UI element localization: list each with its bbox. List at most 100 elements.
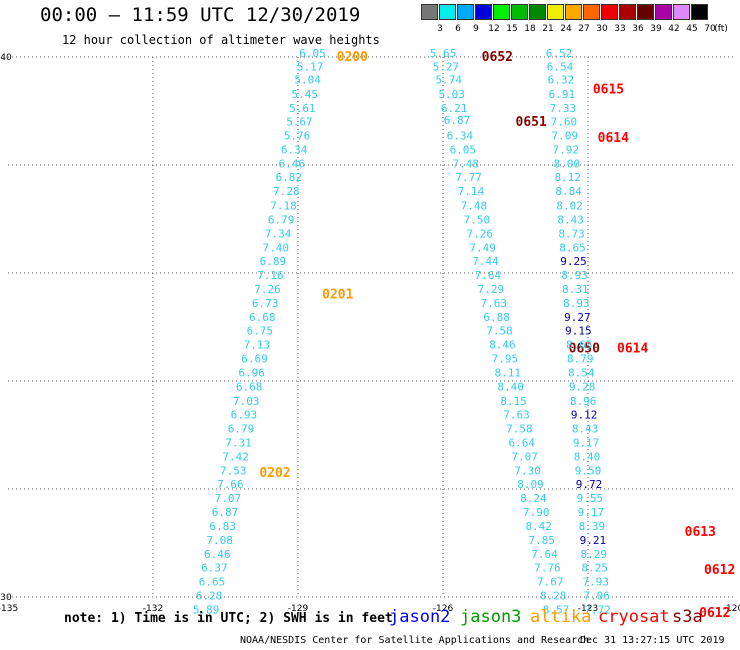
- wave-height-value: 7.50: [464, 213, 491, 226]
- colorbar-unit: (ft): [714, 24, 728, 34]
- wave-height-value: 6.93: [231, 408, 258, 421]
- colorbar-tick-label: 27: [578, 24, 590, 34]
- wave-height-value: 9.17: [573, 436, 600, 449]
- wave-height-value: 5.27: [433, 61, 460, 74]
- colorbar-swatch: [673, 4, 690, 20]
- wave-height-value: 7.40: [263, 241, 290, 254]
- colorbar-swatch: [547, 4, 564, 20]
- colorbar-tick-label: 24: [560, 24, 572, 34]
- wave-height-value: 8.54: [568, 367, 595, 380]
- pass-time-label: 0613: [685, 525, 716, 540]
- colorbar-tick-label: 39: [650, 24, 662, 34]
- wave-height-value: 6.54: [547, 61, 574, 74]
- pass-time-label: 0201: [322, 288, 353, 303]
- colorbar-tick-label: 45: [686, 24, 698, 34]
- x-tick-label: -123: [578, 604, 598, 614]
- wave-height-value: 8.29: [581, 548, 608, 561]
- wave-height-value: 6.64: [509, 436, 536, 449]
- wave-height-value: 5.89: [193, 604, 220, 617]
- x-tick-label: -132: [143, 604, 163, 614]
- wave-height-value: 7.93: [582, 576, 609, 589]
- colorbar-swatch: [619, 4, 636, 20]
- chart-title: 00:00 — 11:59 UTC 12/30/2019: [40, 4, 361, 26]
- pass-time-label: 0200: [337, 50, 368, 65]
- wave-height-value: 6.46: [204, 548, 231, 561]
- wave-height-value: 8.73: [558, 227, 585, 240]
- wave-height-value: 7.58: [506, 422, 533, 435]
- wave-height-value: 8.79: [567, 353, 594, 366]
- wave-height-value: 6.75: [247, 325, 274, 338]
- pass-time-label: 0614: [617, 342, 648, 357]
- wave-height-value: 8.40: [574, 450, 601, 463]
- wave-height-value: 8.43: [557, 213, 584, 226]
- wave-height-value: 8.65: [559, 241, 586, 254]
- wave-height-value: 6.37: [201, 562, 228, 575]
- wave-height-value: 8.96: [570, 395, 597, 408]
- x-tick-label: -126: [433, 604, 454, 614]
- wave-height-value: 7.90: [523, 506, 550, 519]
- x-tick-label: -129: [288, 604, 309, 614]
- satellite-legend-jason3: jason3: [460, 607, 522, 627]
- wave-height-value: 8.15: [500, 395, 527, 408]
- wave-height-value: 6.87: [212, 506, 239, 519]
- wave-height-value: 5.76: [284, 130, 311, 143]
- wave-height-value: 8.00: [553, 158, 580, 171]
- colorbar-tick-label: 6: [455, 24, 461, 34]
- wave-height-value: 6.91: [549, 88, 576, 101]
- wave-height-value: 7.16: [257, 269, 284, 282]
- colorbar-tick-label: 9: [473, 24, 479, 34]
- wave-height-value: 8.46: [489, 339, 516, 352]
- wave-height-value: 7.76: [534, 562, 561, 575]
- wave-height-value: 7.33: [550, 102, 577, 115]
- colorbar-swatch: [421, 4, 438, 20]
- wave-height-value: 6.68: [249, 311, 276, 324]
- wave-height-value: 7.07: [511, 450, 538, 463]
- colorbar-swatch: [439, 4, 456, 20]
- y-tick-label: 30: [0, 593, 12, 603]
- wave-height-value: 6.34: [447, 130, 474, 143]
- pass-time-label: 0614: [598, 131, 629, 146]
- wave-height-value: 7.42: [222, 450, 249, 463]
- wave-height-value: 8.31: [562, 283, 589, 296]
- wave-height-value: 8.25: [582, 562, 609, 575]
- wave-height-value: 6.88: [483, 311, 510, 324]
- wave-height-value: 7.77: [455, 171, 482, 184]
- wave-height-value: 5.67: [286, 116, 313, 129]
- wave-height-value: 5.03: [438, 88, 465, 101]
- wave-height-value: 6.21: [441, 102, 468, 115]
- pass-time-label: 0651: [516, 115, 547, 130]
- pass-time-label: 0202: [259, 466, 290, 481]
- wave-height-value: 6.87: [444, 114, 471, 127]
- wave-height-value: 7.53: [220, 464, 247, 477]
- wave-height-value: 7.09: [552, 130, 579, 143]
- wave-height-value: 5.61: [289, 102, 316, 115]
- wave-height-value: 5.17: [297, 61, 324, 74]
- colorbar-swatch: [493, 4, 510, 20]
- wave-height-value: 8.24: [520, 492, 547, 505]
- wave-height-value: 5.65: [430, 47, 457, 60]
- wave-height-value: 6.32: [548, 73, 575, 86]
- wave-height-value: 7.92: [553, 144, 580, 157]
- wave-height-value: 8.93: [561, 269, 588, 282]
- wave-height-value: 6.82: [276, 171, 303, 184]
- colorbar-tick-label: 21: [542, 24, 554, 34]
- wave-height-value: 6.79: [268, 213, 295, 226]
- colorbar-swatch: [601, 4, 618, 20]
- wave-height-value: 7.48: [461, 199, 488, 212]
- wave-height-value: 7.48: [452, 158, 479, 171]
- wave-height-value: 7.64: [475, 269, 502, 282]
- wave-height-value: 8.39: [579, 520, 606, 533]
- wave-height-value: 7.08: [206, 534, 233, 547]
- colorbar-tick-label: 18: [524, 24, 536, 34]
- wave-height-value: 9.50: [575, 464, 602, 477]
- colorbar-swatch: [565, 4, 582, 20]
- wave-height-value: 6.46: [278, 158, 305, 171]
- wave-height-value: 8.11: [495, 367, 522, 380]
- wave-height-value: 7.31: [225, 436, 252, 449]
- wave-height-value: 6.05: [299, 47, 326, 60]
- wave-height-value: 9.27: [564, 311, 591, 324]
- wave-height-value: 6.73: [252, 297, 279, 310]
- wave-height-value: 7.49: [469, 241, 496, 254]
- colorbar-tick-label: 12: [488, 24, 500, 34]
